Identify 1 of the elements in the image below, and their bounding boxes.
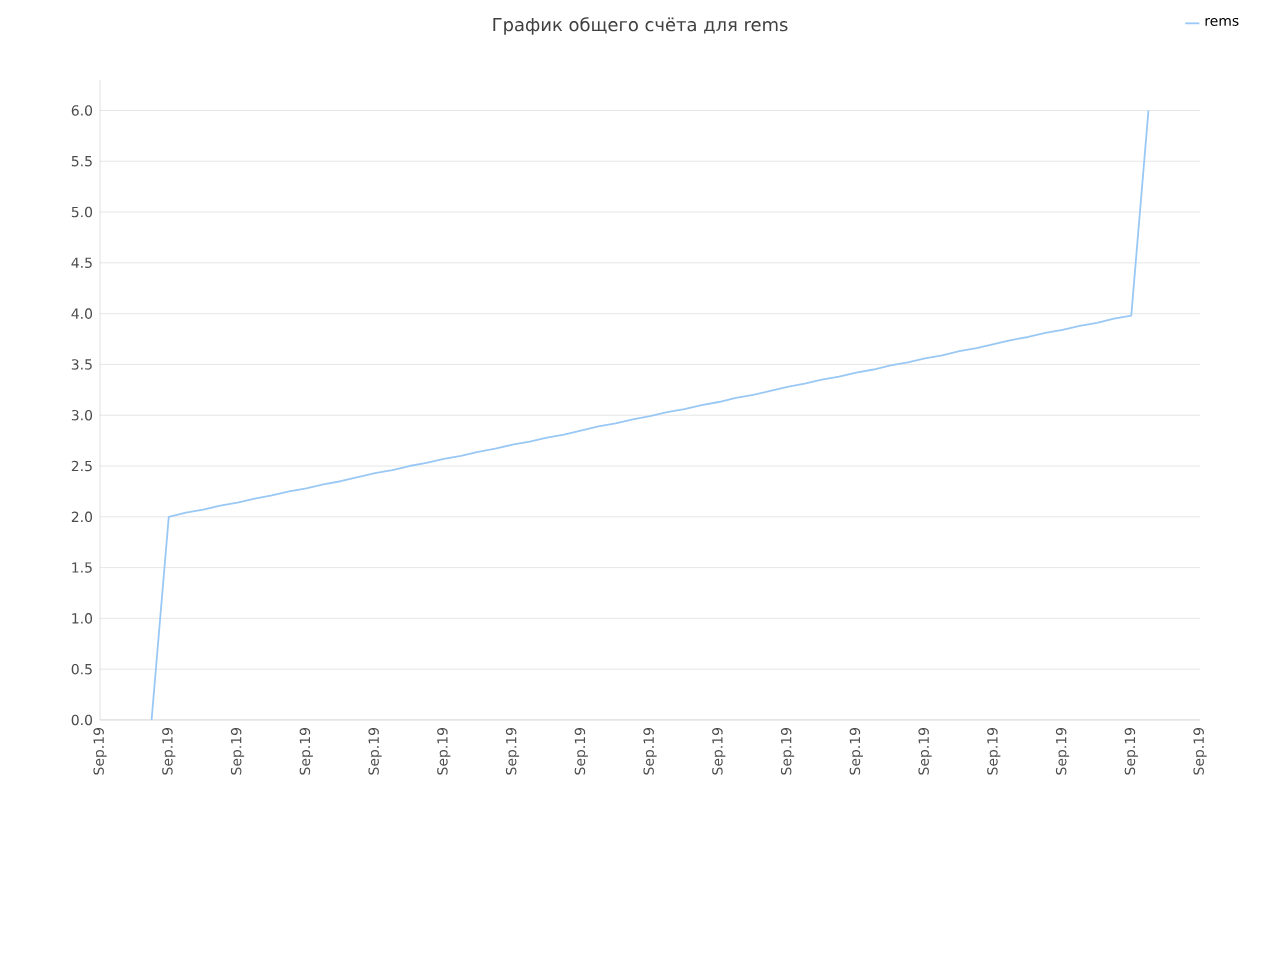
chart-title: График общего счёта для rems	[493, 17, 788, 35]
